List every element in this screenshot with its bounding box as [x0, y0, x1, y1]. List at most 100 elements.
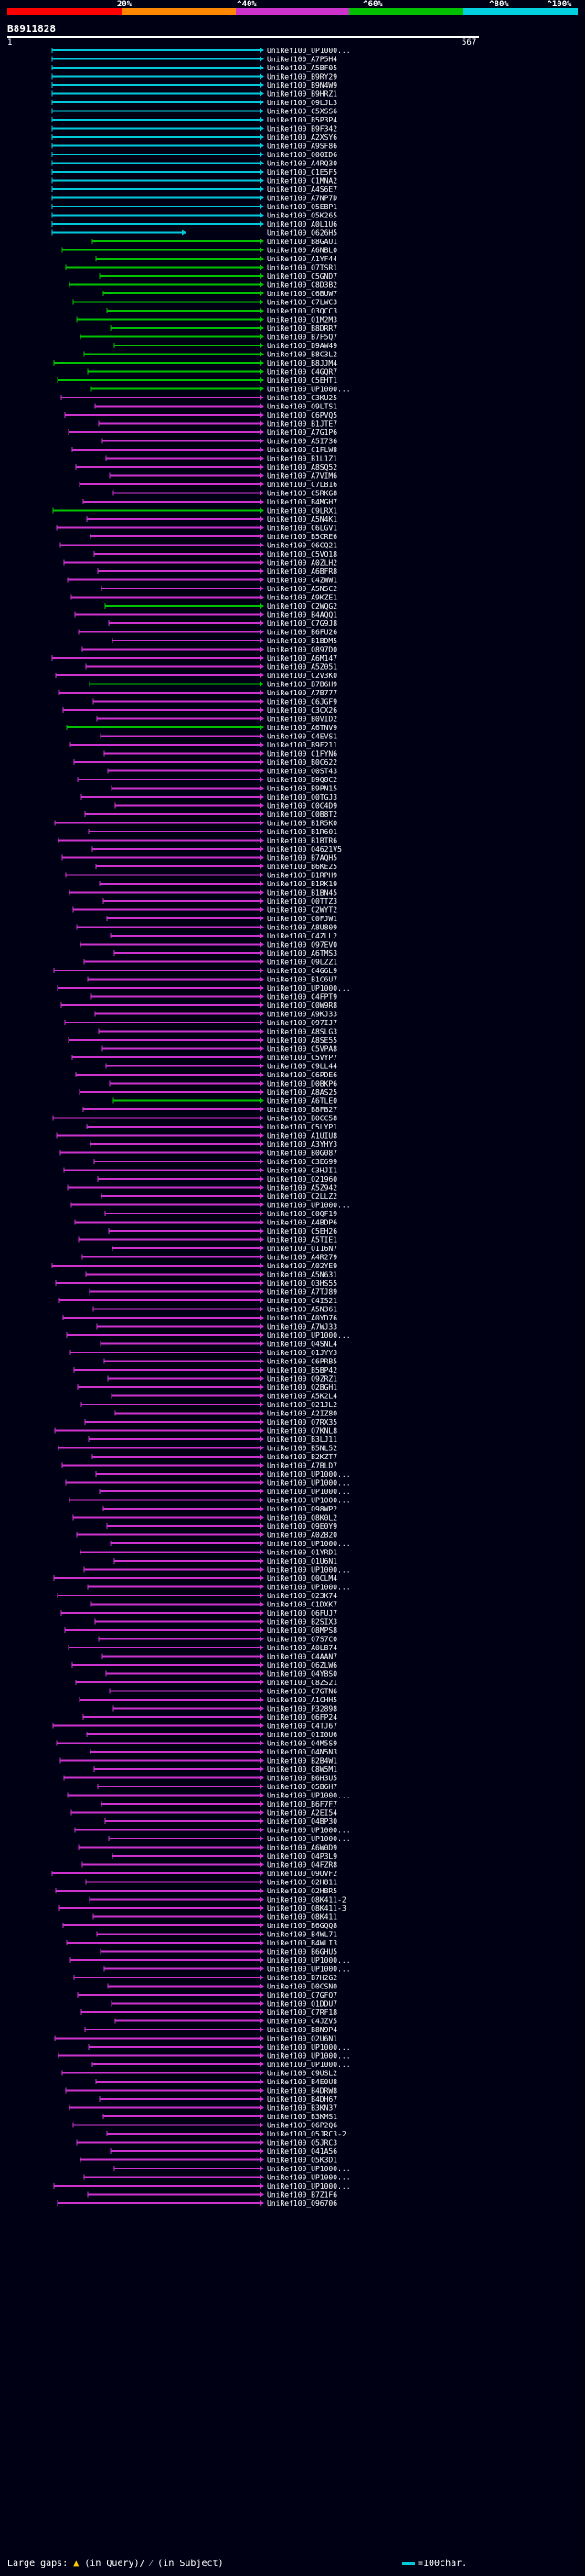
hit-label[interactable]: UniRef100_A5N361 — [267, 1306, 337, 1314]
hit-label[interactable]: UniRef100_C0FJW1 — [267, 915, 337, 923]
hit-label[interactable]: UniRef100_Q7TSR1 — [267, 264, 337, 272]
hit-label[interactable]: UniRef100_P32898 — [267, 1705, 337, 1713]
hit-label[interactable]: UniRef100_UP1000... — [267, 1479, 351, 1488]
hit-label[interactable]: UniRef100_A5Z942 — [267, 1184, 337, 1193]
hit-label[interactable]: UniRef100_Q8K411-3 — [267, 1904, 346, 1913]
hit-label[interactable]: UniRef100_UP1000... — [267, 1827, 351, 1835]
hit-label[interactable]: UniRef100_A5BF05 — [267, 64, 337, 72]
hit-label[interactable]: UniRef100_C4FPT9 — [267, 993, 337, 1002]
hit-label[interactable]: UniRef100_B5P3P4 — [267, 116, 337, 124]
hit-label[interactable]: UniRef100_B0C622 — [267, 758, 337, 767]
hit-label[interactable]: UniRef100_Q5B6H7 — [267, 1783, 337, 1791]
hit-label[interactable]: UniRef100_C5XSS6 — [267, 108, 337, 116]
hit-label[interactable]: UniRef100_C0QF19 — [267, 1210, 337, 1218]
hit-label[interactable]: UniRef100_C0W9R8 — [267, 1002, 337, 1010]
hit-label[interactable]: UniRef100_UP1000... — [267, 47, 351, 55]
hit-label[interactable]: UniRef100_A4R279 — [267, 1254, 337, 1262]
hit-label[interactable]: UniRef100_Q9E0Y9 — [267, 1522, 337, 1531]
hit-label[interactable]: UniRef100_Q1I0U6 — [267, 1731, 337, 1739]
hit-label[interactable]: UniRef100_B0CC58 — [267, 1115, 337, 1123]
hit-label[interactable]: UniRef100_B4WLI3 — [267, 1939, 337, 1947]
hit-label[interactable]: UniRef100_B9Q8C2 — [267, 776, 337, 784]
hit-label[interactable]: UniRef100_Q1YRD1 — [267, 1549, 337, 1557]
hit-label[interactable]: UniRef100_C2WQG2 — [267, 602, 337, 610]
hit-label[interactable]: UniRef100_B1RPH9 — [267, 872, 337, 880]
hit-label[interactable]: UniRef100_C6JGF9 — [267, 698, 337, 706]
hit-label[interactable]: UniRef100_C5RKG8 — [267, 490, 337, 498]
hit-label[interactable]: UniRef100_UP1000... — [267, 2182, 351, 2190]
hit-label[interactable]: UniRef100_Q5JRC3 — [267, 2139, 337, 2147]
hit-label[interactable]: UniRef100_UP1000... — [267, 1331, 351, 1340]
hit-label[interactable]: UniRef100_B4E0U8 — [267, 2078, 337, 2086]
hit-label[interactable]: UniRef100_A0ZB20 — [267, 1532, 337, 1540]
hit-label[interactable]: UniRef100_C2V3K0 — [267, 672, 337, 680]
hit-label[interactable]: UniRef100_UP1000... — [267, 1540, 351, 1548]
hit-label[interactable]: UniRef100_Q96706 — [267, 2200, 337, 2208]
hit-label[interactable]: UniRef100_Q9ZRZ1 — [267, 1375, 337, 1383]
hit-label[interactable]: UniRef100_B3KMS1 — [267, 2113, 337, 2121]
hit-label[interactable]: UniRef100_UP1000... — [267, 1956, 351, 1965]
hit-label[interactable]: UniRef100_Q6ZLW6 — [267, 1661, 337, 1670]
hit-label[interactable]: UniRef100_B7Z1F6 — [267, 2191, 337, 2200]
hit-label[interactable]: UniRef100_Q7S7C0 — [267, 1636, 337, 1644]
hit-label[interactable]: UniRef100_Q2U6N1 — [267, 2035, 337, 2043]
hit-label[interactable]: UniRef100_C0C4D9 — [267, 802, 337, 811]
hit-label[interactable]: UniRef100_B0VID2 — [267, 716, 337, 724]
hit-label[interactable]: UniRef100_C3HJI1 — [267, 1167, 337, 1175]
hit-label[interactable]: UniRef100_C6PDE6 — [267, 1071, 337, 1079]
hit-label[interactable]: UniRef100_A4BDP6 — [267, 1219, 337, 1227]
hit-label[interactable]: UniRef100_C3KU25 — [267, 394, 337, 402]
hit-label[interactable]: UniRef100_UP1000... — [267, 2043, 351, 2051]
hit-label[interactable]: UniRef100_B2B4W1 — [267, 1757, 337, 1765]
hit-label[interactable]: UniRef100_Q21JL2 — [267, 1401, 337, 1409]
hit-label[interactable]: UniRef100_Q1M2M3 — [267, 316, 337, 324]
hit-label[interactable]: UniRef100_Q7KNL8 — [267, 1427, 337, 1436]
hit-label[interactable]: UniRef100_UP1000... — [267, 1497, 351, 1505]
hit-label[interactable]: UniRef100_B8N9P4 — [267, 2026, 337, 2034]
hit-label[interactable]: UniRef100_B4DH67 — [267, 2095, 337, 2104]
hit-label[interactable]: UniRef100_C2LLZ2 — [267, 1193, 337, 1201]
hit-label[interactable]: UniRef100_C9USL2 — [267, 2070, 337, 2078]
hit-label[interactable]: UniRef100_C4IS21 — [267, 1297, 337, 1305]
hit-label[interactable]: UniRef100_C6LGV1 — [267, 525, 337, 533]
hit-label[interactable]: UniRef100_B6KE25 — [267, 863, 337, 871]
hit-label[interactable]: UniRef100_B3KN37 — [267, 2104, 337, 2113]
hit-label[interactable]: UniRef100_Q6P2Q6 — [267, 2122, 337, 2130]
hit-label[interactable]: UniRef100_C5EH26 — [267, 1227, 337, 1235]
hit-label[interactable]: UniRef100_Q00ID6 — [267, 151, 337, 159]
hit-label[interactable]: UniRef100_Q97IJ7 — [267, 1019, 337, 1027]
hit-label[interactable]: UniRef100_Q897D0 — [267, 646, 337, 654]
hit-label[interactable]: UniRef100_B8GAU1 — [267, 238, 337, 246]
hit-label[interactable]: UniRef100_B4DRW8 — [267, 2087, 337, 2095]
hit-label[interactable]: UniRef100_Q0CLM4 — [267, 1574, 337, 1583]
hit-label[interactable]: UniRef100_C1FYN6 — [267, 750, 337, 758]
hit-label[interactable]: UniRef100_C9LRX1 — [267, 507, 337, 515]
hit-label[interactable]: UniRef100_Q23K74 — [267, 1592, 337, 1600]
hit-label[interactable]: UniRef100_A5I736 — [267, 438, 337, 446]
hit-label[interactable]: UniRef100_Q8MPS8 — [267, 1627, 337, 1635]
hit-label[interactable]: UniRef100_A1UIU8 — [267, 1132, 337, 1140]
hit-label[interactable]: UniRef100_Q4621V5 — [267, 845, 342, 853]
hit-label[interactable]: UniRef100_B1R5K0 — [267, 820, 337, 828]
hit-label[interactable]: UniRef100_B6GHU5 — [267, 1948, 337, 1956]
hit-label[interactable]: UniRef100_B1BDM5 — [267, 637, 337, 645]
hit-label[interactable]: UniRef100_B9AW49 — [267, 342, 337, 350]
hit-label[interactable]: UniRef100_C1MNA2 — [267, 177, 337, 186]
hit-label[interactable]: UniRef100_B7AQH5 — [267, 854, 337, 863]
hit-label[interactable]: UniRef100_B8C3L2 — [267, 351, 337, 359]
hit-label[interactable]: UniRef100_A5N631 — [267, 1271, 337, 1279]
hit-label[interactable]: UniRef100_B1BTR6 — [267, 837, 337, 845]
hit-label[interactable]: UniRef100_C5LYP1 — [267, 1123, 337, 1131]
hit-label[interactable]: UniRef100_UP1000... — [267, 2165, 351, 2173]
hit-label[interactable]: UniRef100_A6NBL0 — [267, 247, 337, 255]
hit-label[interactable]: UniRef100_Q98WP2 — [267, 1505, 337, 1513]
hit-label[interactable]: UniRef100_C7LB16 — [267, 481, 337, 489]
hit-label[interactable]: UniRef100_B1JTE7 — [267, 420, 337, 429]
hit-label[interactable]: UniRef100_Q97EV0 — [267, 941, 337, 949]
hit-label[interactable]: UniRef100_C8ZS21 — [267, 1679, 337, 1687]
hit-label[interactable]: UniRef100_Q8K411 — [267, 1913, 337, 1922]
hit-label[interactable]: UniRef100_B8JJM4 — [267, 359, 337, 367]
hit-label[interactable]: UniRef100_UP1000... — [267, 1488, 351, 1496]
hit-label[interactable]: UniRef100_C7GTN6 — [267, 1688, 337, 1696]
hit-label[interactable]: UniRef100_UP1000... — [267, 1835, 351, 1843]
